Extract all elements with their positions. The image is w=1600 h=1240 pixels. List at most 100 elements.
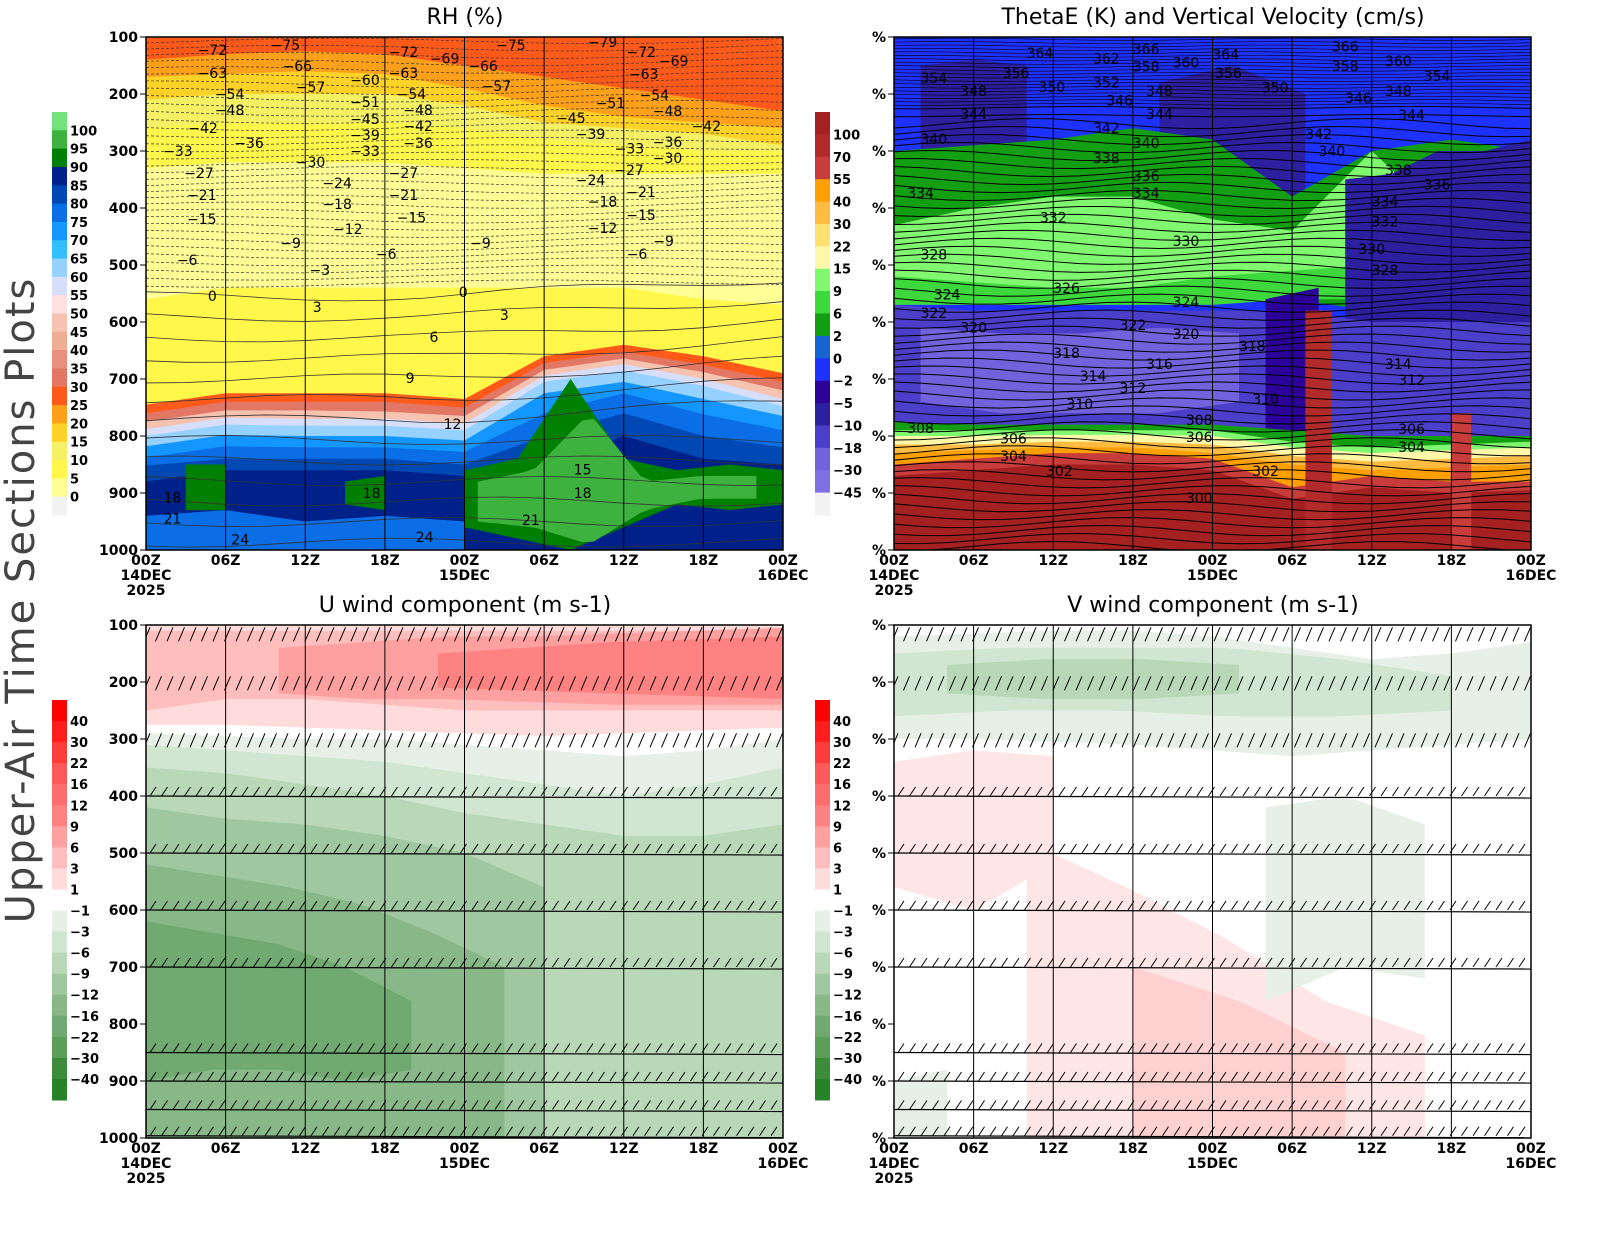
isotherm-dashed (146, 206, 783, 216)
wind-barb (1495, 1043, 1503, 1053)
wind-barb (621, 843, 628, 854)
wind-barb (1190, 627, 1198, 642)
wind-barb (529, 900, 536, 911)
wind-barb (356, 786, 364, 797)
wind-barb (644, 843, 651, 854)
colorbar-swatch (52, 721, 67, 743)
wind-barb (1415, 1100, 1422, 1110)
wind-barb (287, 1071, 295, 1082)
wind-barb (316, 733, 323, 748)
wind-barb (368, 900, 375, 911)
wind-barb (1093, 1100, 1100, 1110)
wind-barb (1311, 1100, 1319, 1110)
x-tick-label: 00Z (131, 553, 161, 569)
wind-barb (1478, 733, 1485, 748)
wind-barb (264, 1043, 272, 1053)
wind-barb (1185, 843, 1192, 854)
wind-barb (1075, 733, 1083, 748)
wind-barb (1242, 786, 1250, 797)
wind-barb (333, 1071, 341, 1082)
isotherm-dashed (146, 180, 783, 187)
wind-barb (327, 676, 335, 691)
wind-barb (1081, 1100, 1089, 1110)
wind-barb (909, 786, 916, 797)
colorbar-label: −5 (833, 397, 853, 412)
wind-barb (1035, 1043, 1043, 1053)
wind-barb (770, 957, 778, 968)
wind-barb (500, 676, 507, 691)
wind-barb (1139, 1100, 1146, 1110)
wind-barb (1162, 957, 1169, 968)
wind-barb (920, 1100, 928, 1110)
contour-label: 358 (1332, 59, 1359, 75)
wind-barb (437, 1126, 444, 1136)
wind-barb (494, 1126, 502, 1136)
x-tick-label: 06Z (1277, 553, 1307, 569)
wind-barb (955, 1071, 962, 1082)
contour-label: −6 (177, 253, 198, 269)
wind-barb (1024, 1126, 1031, 1136)
contour-label: 358 (1133, 60, 1160, 76)
wind-barb (736, 1100, 743, 1110)
wind-barb (460, 1126, 467, 1136)
contour-label: 21 (164, 512, 182, 528)
wind-barb (310, 1126, 318, 1136)
wind-barb (1507, 957, 1514, 968)
wind-barb (736, 786, 743, 797)
wind-barb (1012, 786, 1020, 797)
contour-label: 340 (1133, 136, 1160, 152)
wind-barb (1024, 1071, 1031, 1082)
wind-barb (1024, 1100, 1031, 1110)
colorbar-swatch (52, 910, 67, 933)
contour-label: −66 (468, 59, 498, 75)
wind-barb (517, 900, 525, 911)
wind-barb (258, 627, 266, 642)
wind-barb (1512, 733, 1520, 748)
wind-barb (368, 1071, 375, 1082)
colorbar-swatch (52, 700, 67, 722)
x-tick-label: 18Z (370, 553, 400, 569)
wind-barb (690, 957, 697, 968)
contour-fill (146, 921, 412, 1081)
wind-barb (1213, 627, 1221, 642)
wind-barb (741, 627, 749, 642)
wind-barb (1242, 1126, 1250, 1136)
wind-barb (966, 1100, 974, 1110)
wind-barb (759, 1043, 766, 1053)
wind-barb (776, 676, 783, 691)
wind-barb (1058, 1071, 1066, 1082)
wind-barb (258, 676, 266, 691)
contour-label: 310 (1252, 392, 1279, 408)
colorbar-label: 30 (833, 218, 851, 233)
x-tick-label: 00Z (450, 1141, 480, 1157)
wind-barb (894, 627, 899, 638)
colorbar-swatch (52, 868, 67, 890)
wind-barb (1346, 957, 1353, 968)
wind-barb (932, 843, 939, 854)
wind-barb (1104, 1100, 1112, 1110)
wind-barb (1380, 1071, 1388, 1082)
wind-barb (1087, 627, 1094, 642)
wind-barb (1415, 1071, 1422, 1082)
wind-barb (333, 957, 341, 968)
wind-barb (609, 1071, 617, 1082)
colorbar-swatch (815, 425, 830, 449)
contour-label: 306 (1186, 430, 1213, 446)
wind-barb (747, 1071, 755, 1082)
colorbar-swatch (815, 847, 830, 869)
wind-barb (1150, 900, 1158, 911)
wind-barb (149, 1043, 157, 1053)
wind-barb (1070, 1071, 1077, 1082)
wind-barb (281, 676, 289, 691)
wind-barb (465, 733, 473, 748)
contour-label: 334 (907, 186, 934, 202)
wind-barb (414, 1126, 421, 1136)
wind-barb (304, 676, 312, 691)
wind-barb (1087, 676, 1094, 691)
contour-label: 328 (920, 248, 947, 264)
wind-barb (385, 627, 392, 642)
wind-barb (1150, 786, 1158, 797)
y-tick-label: 600 (109, 903, 138, 919)
x-tick-label: 18Z (1437, 1141, 1467, 1157)
